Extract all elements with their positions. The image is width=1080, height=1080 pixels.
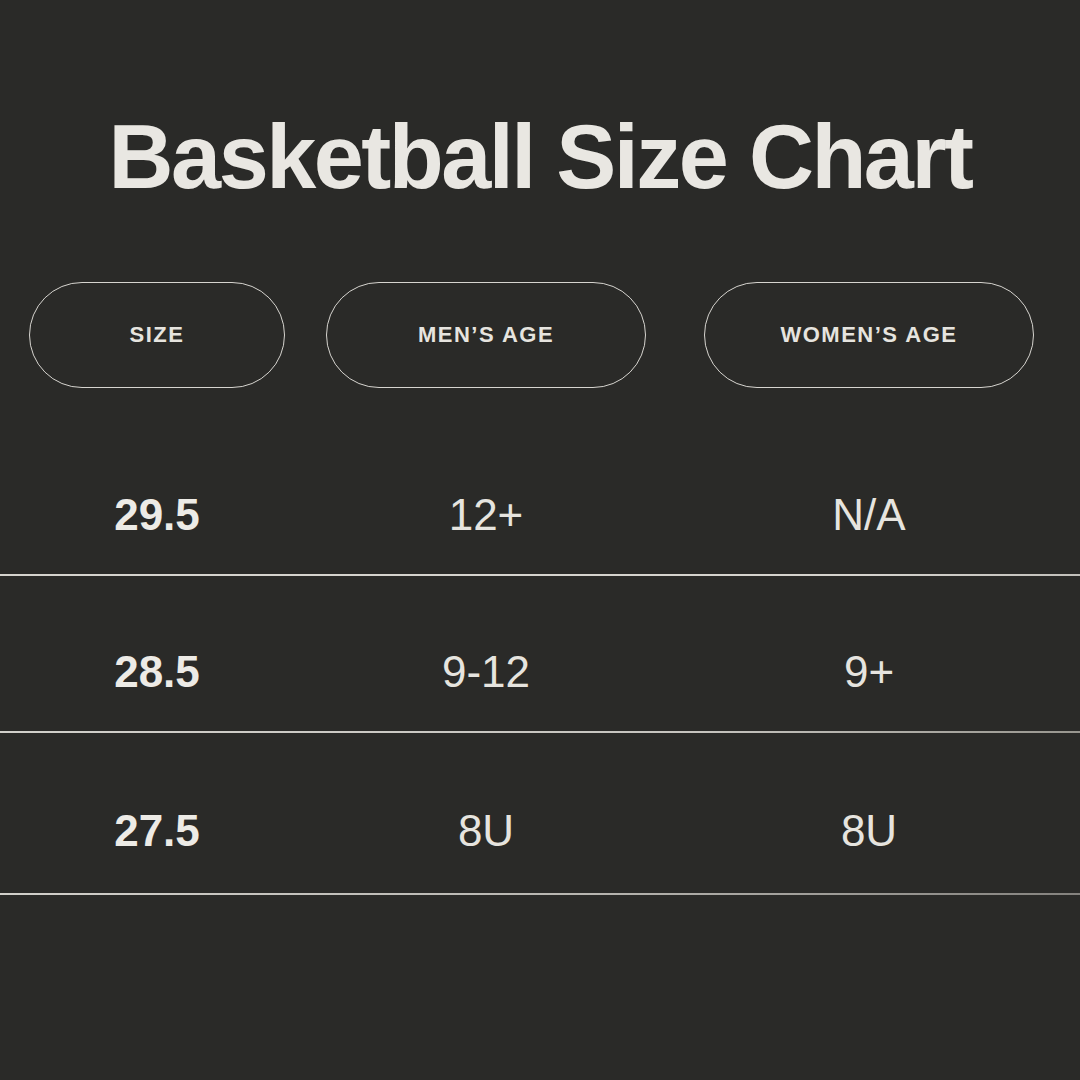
size-chart-infographic: Basketball Size Chart SIZE MEN’S AGE WOM… — [0, 0, 1080, 1080]
table-row: 28.5 9-12 9+ — [0, 576, 1080, 731]
cell-size: 27.5 — [0, 806, 314, 856]
table-row: 27.5 8U 8U — [0, 733, 1080, 893]
column-header-label-mens-age: MEN’S AGE — [418, 322, 554, 348]
column-header-cell-size: SIZE — [0, 282, 314, 388]
column-header-row: SIZE MEN’S AGE WOMEN’S AGE — [0, 282, 1080, 388]
column-header-cell-womens-age: WOMEN’S AGE — [658, 282, 1080, 388]
row-divider — [0, 893, 1080, 895]
cell-womens-age: N/A — [658, 490, 1080, 540]
column-header-label-size: SIZE — [130, 322, 185, 348]
cell-size: 28.5 — [0, 647, 314, 697]
cell-womens-age: 8U — [658, 806, 1080, 856]
cell-size: 29.5 — [0, 490, 314, 540]
page-title: Basketball Size Chart — [0, 110, 1080, 204]
table-row: 29.5 12+ N/A — [0, 419, 1080, 574]
cell-mens-age: 12+ — [314, 490, 658, 540]
cell-mens-age: 9-12 — [314, 647, 658, 697]
cell-womens-age: 9+ — [658, 647, 1080, 697]
column-header-pill-mens-age: MEN’S AGE — [326, 282, 646, 388]
column-header-label-womens-age: WOMEN’S AGE — [780, 322, 957, 348]
column-header-pill-size: SIZE — [29, 282, 285, 388]
cell-mens-age: 8U — [314, 806, 658, 856]
column-header-cell-mens-age: MEN’S AGE — [314, 282, 658, 388]
column-header-pill-womens-age: WOMEN’S AGE — [704, 282, 1034, 388]
size-table: 29.5 12+ N/A 28.5 9-12 9+ 27.5 8U 8U — [0, 419, 1080, 895]
